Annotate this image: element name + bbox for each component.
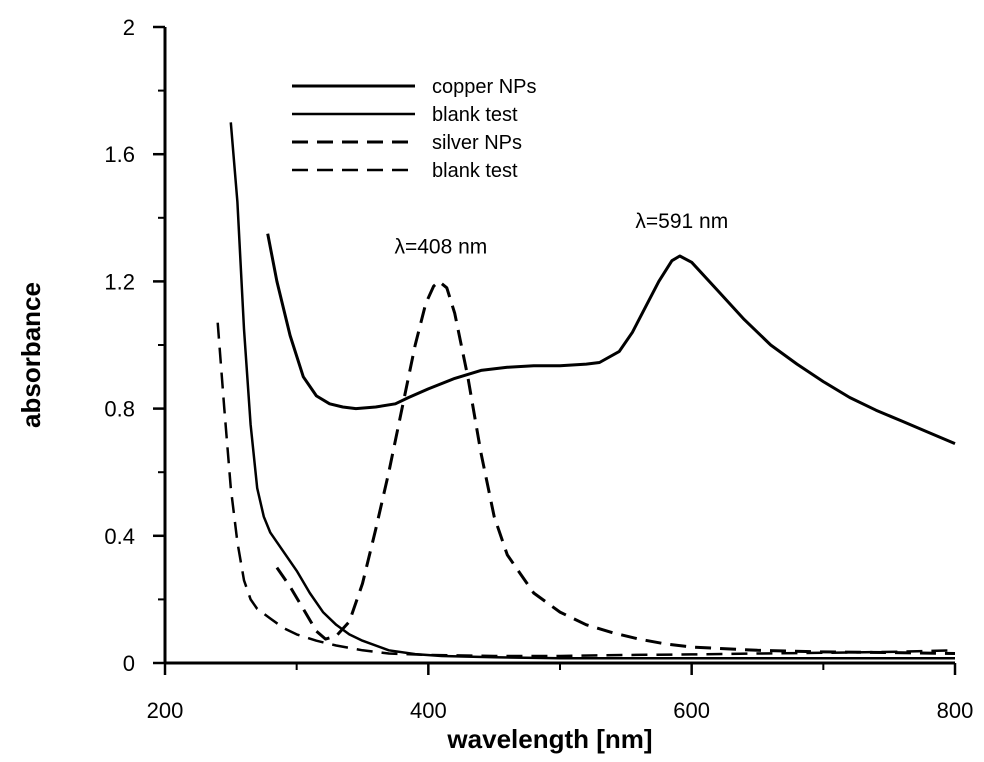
legend-label-2: silver NPs bbox=[432, 132, 522, 154]
y-tick-label: 1.6 bbox=[104, 142, 135, 167]
x-axis-title: wavelength [nm] bbox=[446, 724, 652, 754]
series-line-0 bbox=[266, 233, 956, 445]
y-tick-label: 1.2 bbox=[104, 269, 135, 294]
x-tick-label: 800 bbox=[937, 698, 974, 723]
series-line-2 bbox=[275, 279, 956, 655]
y-tick-label: 0.8 bbox=[104, 397, 135, 422]
axes: 0 0.4 0.8 1.2 1.6 2 200 400 600 800 bbox=[104, 15, 973, 723]
peak-annotation-1: λ=591 nm bbox=[635, 210, 728, 233]
series-layer bbox=[216, 122, 956, 660]
legend-label-0: copper NPs bbox=[432, 76, 537, 98]
series-line-3 bbox=[216, 322, 956, 658]
y-axis-title: absorbance bbox=[16, 282, 46, 428]
legend-label-3: blank test bbox=[432, 160, 518, 182]
annotations: λ=408 nm λ=591 nm bbox=[394, 210, 728, 258]
y-tick-label: 2 bbox=[123, 15, 135, 40]
y-tick-label: 0.4 bbox=[104, 524, 135, 549]
y-tick-label: 0 bbox=[123, 651, 135, 676]
peak-annotation-0: λ=408 nm bbox=[394, 235, 487, 258]
legend: copper NPs blank test silver NPs blank test bbox=[292, 76, 537, 182]
x-tick-label: 400 bbox=[410, 698, 447, 723]
legend-label-1: blank test bbox=[432, 104, 518, 126]
x-tick-label: 600 bbox=[673, 698, 710, 723]
x-tick-label: 200 bbox=[147, 698, 184, 723]
series-line-1 bbox=[229, 122, 955, 660]
